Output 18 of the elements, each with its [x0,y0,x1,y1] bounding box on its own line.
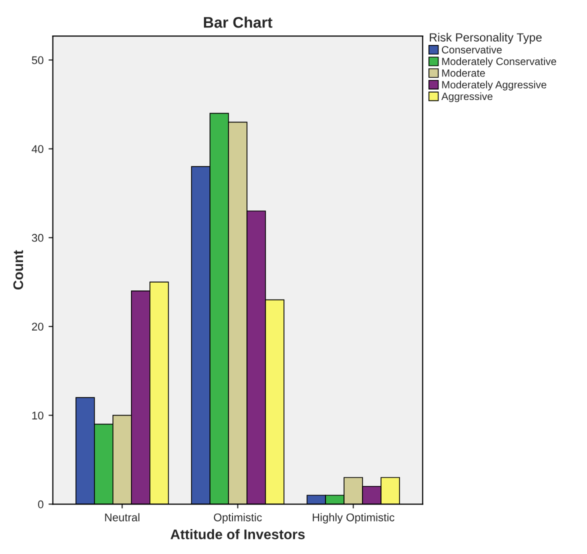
legend-title: Risk Personality Type [430,32,542,44]
y-tick-label: 20 [32,322,44,331]
legend-label: Aggressive [441,92,492,102]
y-axis-title: Count [13,250,24,290]
y-tick-label: 10 [32,412,44,420]
x-tick-label: Highly Optimistic [312,513,394,524]
legend-label: Moderately Conservative [442,57,556,68]
y-tick-label: 50 [32,56,44,64]
chart-title: Bar Chart [204,16,272,28]
y-tick-label: 30 [32,234,44,242]
legend-label: Moderately Aggressive [442,80,546,90]
legend-label: Conservative [442,46,502,54]
y-tick-label: 40 [32,145,44,153]
legend-label: Moderate [442,69,485,77]
x-tick-label: Optimistic [214,513,262,524]
x-tick-label: Neutral [105,513,140,522]
y-tick-label: 0 [38,500,44,508]
x-axis-title: Attitude of Investors [170,529,305,540]
